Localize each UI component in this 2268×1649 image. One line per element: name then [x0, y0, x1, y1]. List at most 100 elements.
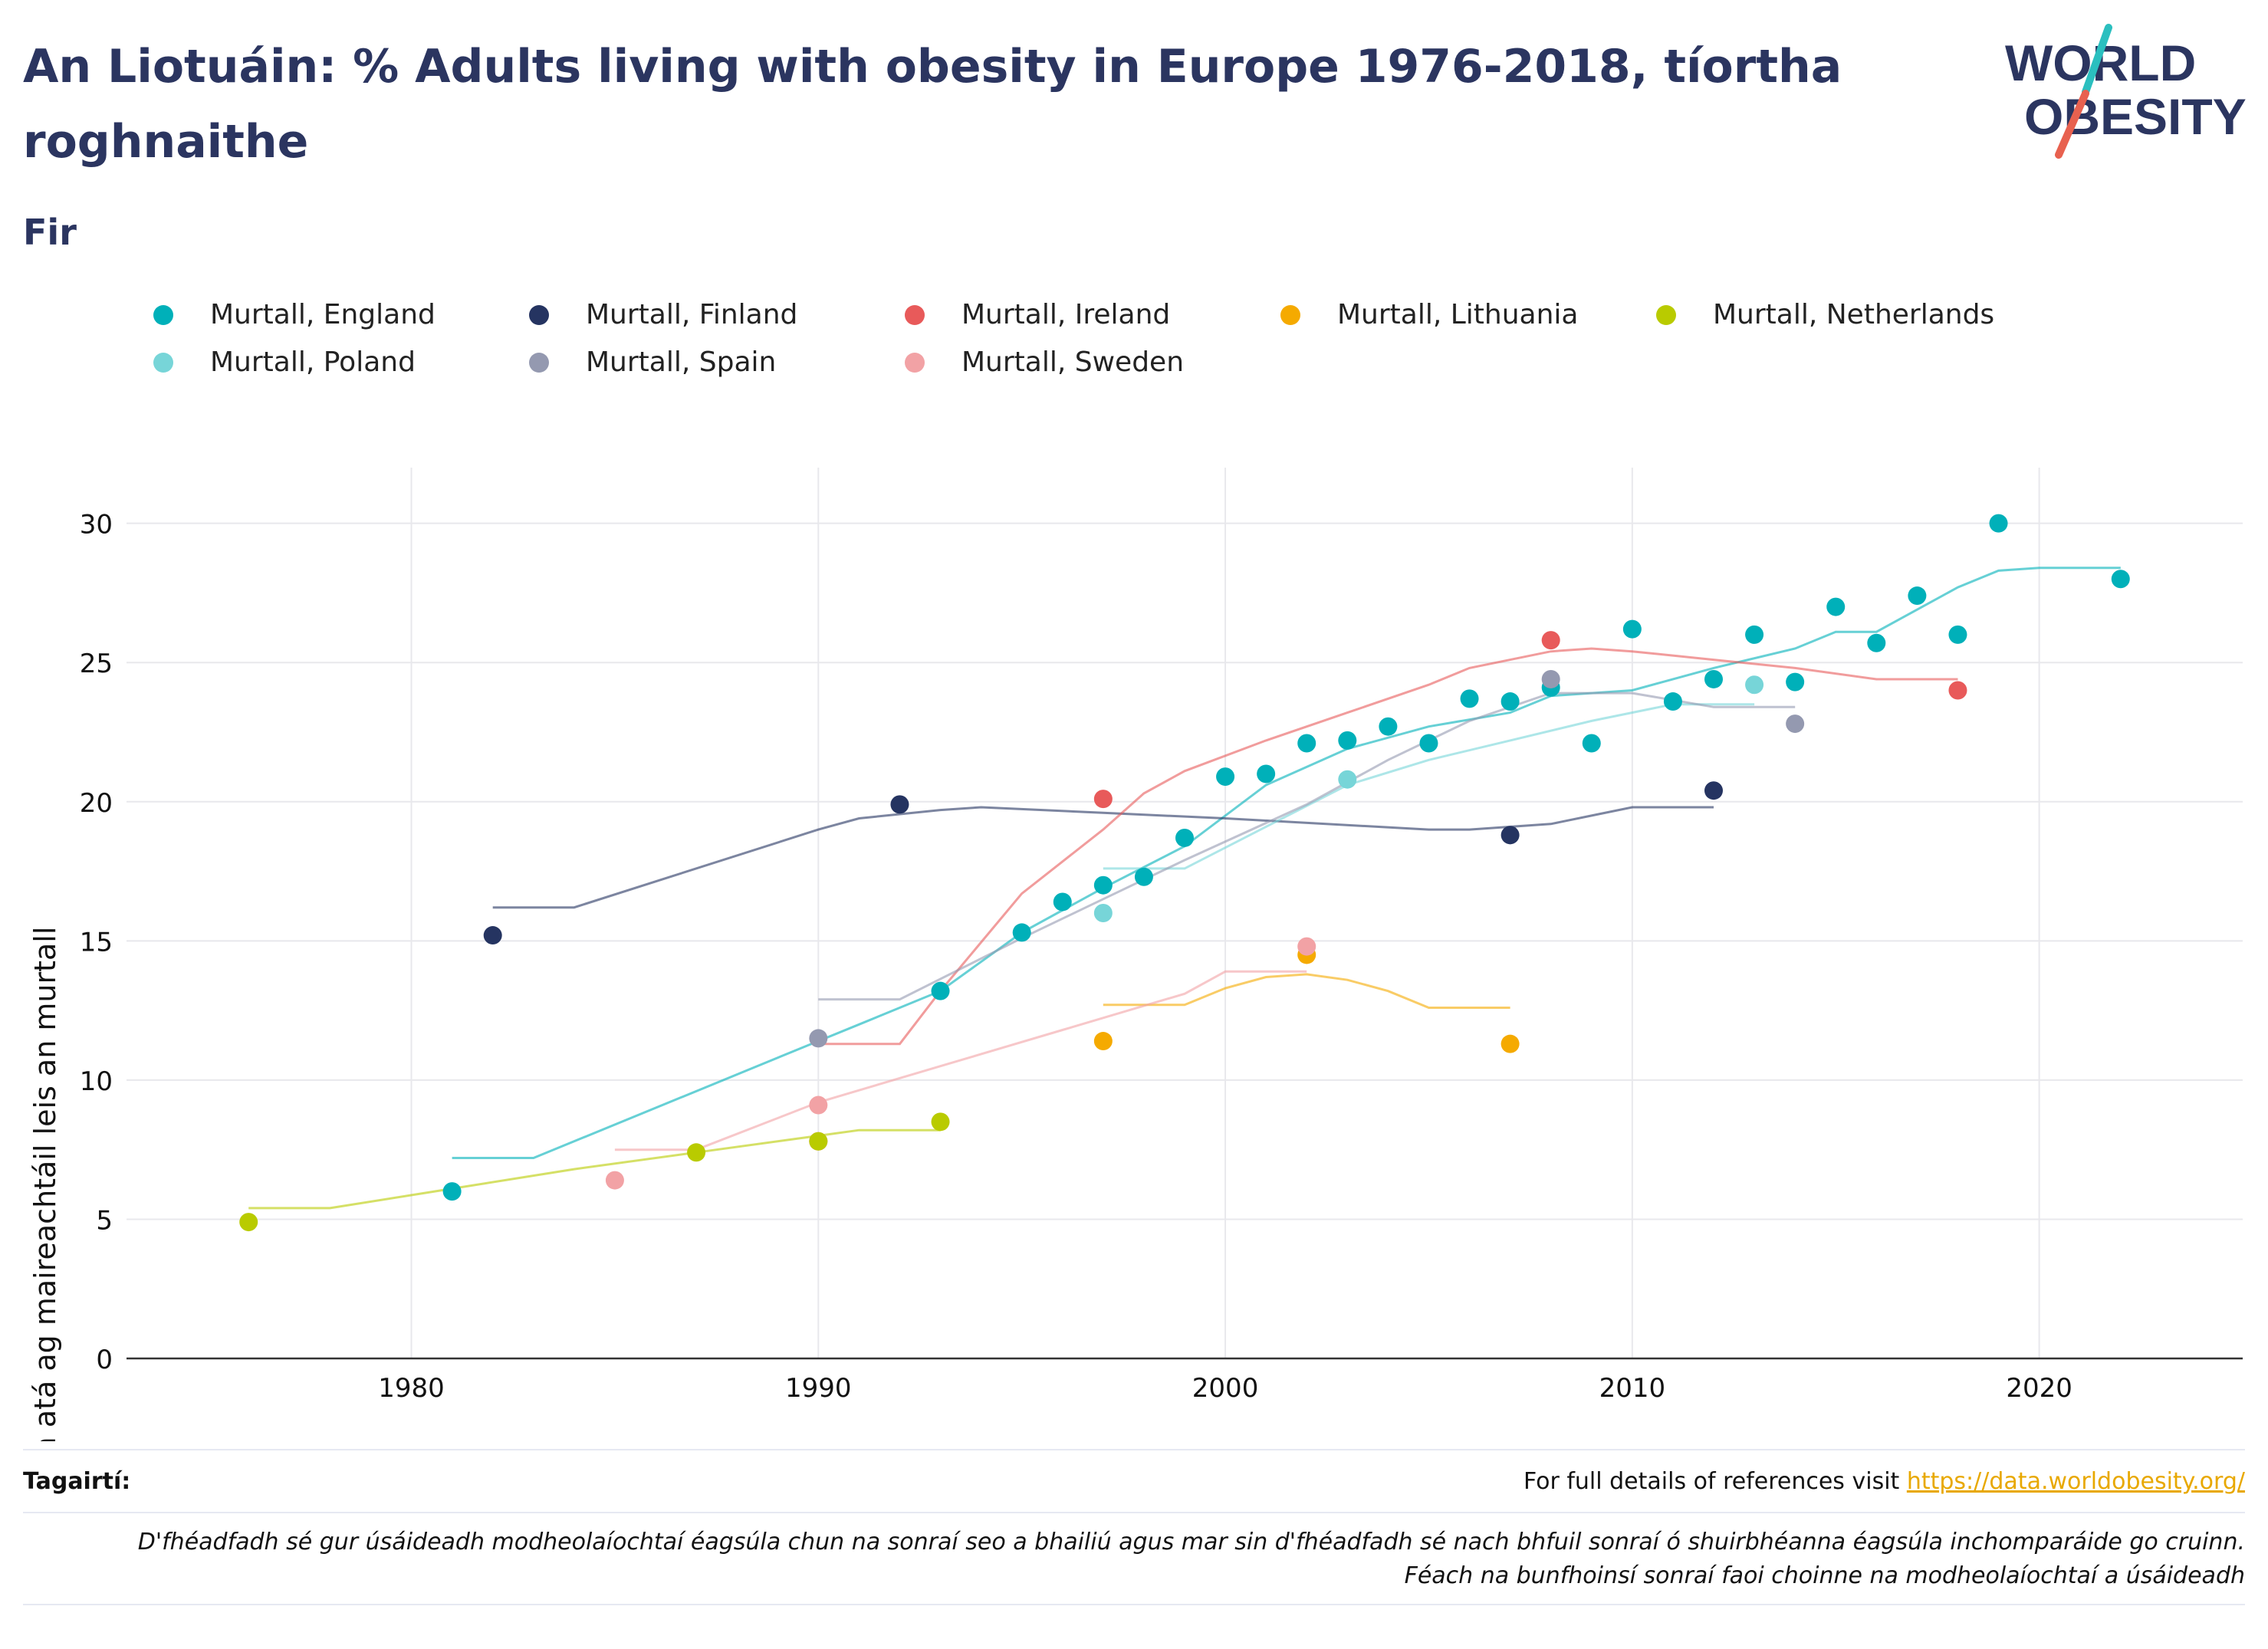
data-point	[890, 795, 909, 814]
y-tick-label: 20	[80, 788, 113, 819]
data-point	[1500, 692, 1520, 711]
legend-item[interactable]: Murtall, Finland	[529, 299, 797, 330]
data-point	[931, 981, 950, 1000]
divider	[23, 1604, 2245, 1605]
trend-line	[452, 567, 2121, 1159]
data-point	[1582, 734, 1601, 753]
legend-label: Murtall, Spain	[586, 347, 777, 378]
legend-label: Murtall, Ireland	[961, 299, 1171, 330]
data-point	[2111, 570, 2130, 589]
data-point	[1500, 1034, 1520, 1053]
data-point	[1745, 675, 1764, 695]
references-section: Tagairtí: For full details of references…	[23, 1449, 2245, 1605]
legend-item[interactable]: Murtall, Poland	[153, 347, 416, 378]
trend-line	[1103, 703, 1755, 870]
data-point	[1379, 717, 1398, 736]
data-point	[442, 1182, 462, 1201]
data-point	[1948, 681, 1967, 700]
legend-marker-icon	[905, 304, 925, 325]
scatter-chart: 0 5 10 15 20 25 30 1980 1990 2000 2010 2020 % na nd…	[28, 468, 2243, 1441]
legend-marker-icon	[905, 352, 925, 373]
data-point	[809, 1132, 828, 1151]
disclaimer: D'fhéadfadh sé gur úsáideadh modheolaíoc…	[23, 1513, 2245, 1604]
trend-lines	[248, 567, 2121, 1210]
legend-marker-icon	[529, 304, 549, 325]
data-point	[1826, 597, 1846, 616]
y-axis-label: % na ndaoine fásta atá ag maireachtáil l…	[28, 927, 62, 1441]
references-label: Tagairtí:	[23, 1467, 131, 1495]
x-tick-label: 2020	[2006, 1373, 2072, 1404]
data-point	[1216, 767, 1235, 787]
data-point	[1867, 633, 1886, 652]
data-point	[1297, 937, 1316, 956]
logo-slash-teal	[2082, 24, 2112, 96]
data-point	[1745, 625, 1764, 644]
trend-line	[818, 647, 1958, 1046]
data-point	[1419, 734, 1438, 753]
legend-marker-icon	[1280, 304, 1300, 325]
legend-marker-icon	[529, 352, 549, 373]
legend-label: Murtall, Poland	[210, 347, 416, 378]
y-tick-label: 30	[80, 510, 113, 540]
x-tick-label: 2000	[1192, 1373, 1259, 1404]
data-point	[1786, 714, 1805, 734]
trend-line	[492, 806, 1714, 909]
disclaimer-line-2: Féach na bunfhoinsí sonraí faoi choinne …	[1404, 1562, 2245, 1589]
legend-marker-icon	[153, 352, 173, 373]
data-point	[1338, 770, 1357, 789]
legend-item[interactable]: Murtall, Spain	[529, 347, 776, 378]
y-tick-label: 25	[80, 649, 113, 679]
chart-legend: Murtall, England Murtall, Finland Murtall,…	[153, 299, 2224, 399]
data-point	[1093, 790, 1113, 809]
data-point	[483, 926, 502, 945]
legend-marker-icon	[1656, 304, 1676, 325]
data-point	[1175, 828, 1194, 847]
data-point	[1093, 1032, 1113, 1051]
data-point	[1622, 619, 1642, 639]
grid-lines	[127, 468, 2243, 1358]
data-point	[1908, 586, 1927, 606]
y-tick-label: 5	[96, 1205, 113, 1236]
data-point	[1093, 904, 1113, 922]
references-text-wrap: For full details of references visit htt…	[1524, 1468, 2245, 1495]
chart-subtitle: Fir	[23, 212, 77, 253]
legend-item[interactable]: Murtall, Ireland	[905, 299, 1170, 330]
legend-label: Murtall, England	[210, 299, 436, 330]
data-point	[1053, 892, 1072, 912]
trend-line	[1103, 973, 1510, 1009]
legend-label: Murtall, Sweden	[961, 347, 1185, 378]
trend-line	[248, 1128, 941, 1210]
data-point	[931, 1112, 950, 1132]
x-tick-label: 1980	[378, 1373, 445, 1404]
data-point	[1704, 781, 1723, 800]
data-point	[1786, 672, 1805, 691]
references-row: Tagairtí: For full details of references…	[23, 1450, 2245, 1512]
data-point	[1093, 875, 1113, 895]
legend-item[interactable]: Murtall, Lithuania	[1280, 299, 1579, 330]
disclaimer-line-1: D'fhéadfadh sé gur úsáideadh modheolaíoc…	[137, 1529, 2245, 1555]
data-point	[1541, 631, 1560, 650]
data-point	[239, 1213, 258, 1232]
world-obesity-logo: WORLD OBESITY	[2005, 24, 2247, 159]
references-link[interactable]: https://data.worldobesity.org/	[1906, 1467, 2245, 1495]
y-tick-label: 0	[96, 1345, 113, 1375]
data-point	[1134, 867, 1153, 886]
data-point	[1257, 764, 1276, 783]
data-point	[809, 1029, 828, 1048]
divider	[23, 1512, 2245, 1513]
data-point	[1338, 731, 1357, 750]
references-text: For full details of references visit	[1523, 1467, 1907, 1495]
legend-label: Murtall, Finland	[586, 299, 798, 330]
legend-item[interactable]: Murtall, Sweden	[905, 347, 1184, 378]
divider	[23, 1449, 2245, 1450]
legend-label: Murtall, Lithuania	[1337, 299, 1579, 330]
trend-line	[614, 970, 1307, 1151]
data-point	[1460, 689, 1479, 708]
data-point	[605, 1171, 624, 1190]
legend-item[interactable]: Murtall, Netherlands	[1656, 299, 1994, 330]
legend-item[interactable]: Murtall, England	[153, 299, 436, 330]
y-tick-label: 15	[80, 927, 113, 958]
data-point	[1704, 669, 1723, 688]
data-point	[1663, 692, 1682, 711]
axes: 0 5 10 15 20 25 30 1980 1990 2000 2010 2020	[80, 510, 2243, 1404]
